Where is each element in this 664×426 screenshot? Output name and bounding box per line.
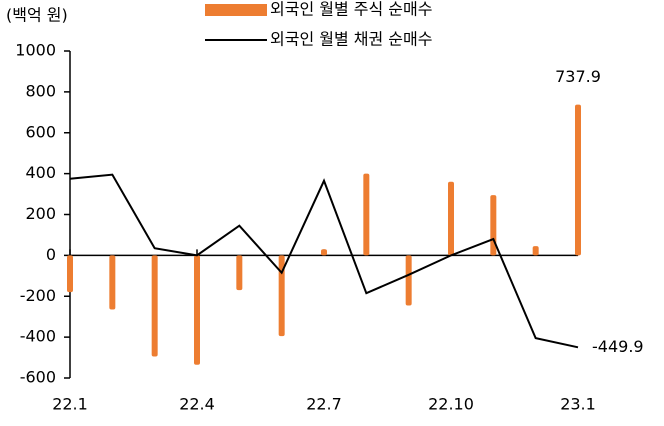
y-tick-label: 0 <box>46 245 56 264</box>
line <box>69 173 579 349</box>
y-tick-label: 1000 <box>15 41 56 60</box>
legend-label: 외국인 월별 채권 순매수 <box>270 30 432 49</box>
bar <box>405 255 412 306</box>
x-tick-label: 22.4 <box>179 395 215 414</box>
y-tick-label: -600 <box>20 368 56 387</box>
y-tick-label: -200 <box>20 286 56 305</box>
bar <box>575 104 581 256</box>
bar <box>321 249 327 256</box>
y-tick-label: 600 <box>25 122 56 141</box>
y-tick-label: -400 <box>20 327 56 346</box>
bar <box>151 255 158 357</box>
unit-label: (백억 원) <box>6 6 68 25</box>
bar <box>194 255 200 365</box>
y-tick-label: 400 <box>25 163 56 182</box>
bar <box>532 246 539 256</box>
bar <box>67 255 73 293</box>
legend-swatch <box>205 4 267 16</box>
x-tick-label: 22.1 <box>52 395 88 414</box>
x-tick-label: 23.1 <box>560 395 596 414</box>
bar <box>109 255 116 310</box>
data-label: -449.9 <box>592 337 644 356</box>
bar <box>363 173 370 256</box>
y-tick-label: 800 <box>25 81 56 100</box>
x-tick-label: 22.10 <box>428 395 474 414</box>
data-label: 737.9 <box>555 67 601 86</box>
bar <box>278 255 285 337</box>
bar <box>448 181 454 256</box>
legend-label: 외국인 월별 주식 순매수 <box>270 0 432 19</box>
bar <box>236 255 243 291</box>
x-tick-label: 22.7 <box>306 395 342 414</box>
y-tick-label: 200 <box>25 204 56 223</box>
